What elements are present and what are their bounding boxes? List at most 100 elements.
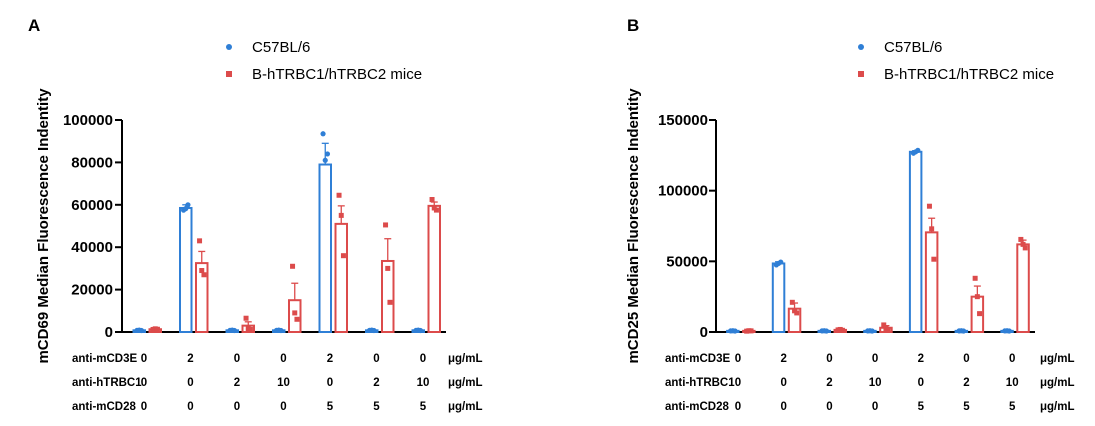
legend-a: C57BL/6 B-hTRBC1/hTRBC2 mice: [226, 39, 422, 83]
data-point: [387, 299, 393, 305]
condition-value: 5: [1009, 401, 1016, 413]
bar-htrbc: [288, 299, 302, 334]
data-point: [336, 192, 342, 198]
legend-label-htrbc-b: B-hTRBC1/hTRBC2 mice: [884, 66, 1054, 83]
condition-unit: μg/mL: [448, 353, 483, 365]
condition-value: 2: [826, 377, 832, 389]
bar-c57: [318, 163, 332, 333]
condition-value: 0: [780, 401, 786, 413]
y-axis-title-a: mCD69 Median Fluorescence Indentity: [35, 88, 52, 364]
data-point: [977, 311, 983, 317]
data-point: [732, 328, 738, 334]
data-point: [926, 203, 932, 209]
data-point: [340, 253, 346, 259]
data-point: [199, 268, 205, 274]
condition-value: 0: [826, 401, 832, 413]
condition-value: 2: [234, 377, 240, 389]
condition-value: 0: [187, 377, 193, 389]
legend-marker-c57-a: [226, 44, 232, 50]
data-point: [201, 272, 207, 278]
legend-label-c57-a: C57BL/6: [252, 39, 310, 56]
data-point: [138, 327, 145, 334]
condition-value: 10: [417, 377, 430, 389]
panel-letter-a: A: [28, 16, 40, 35]
condition-value: 0: [234, 353, 240, 365]
condition-row-label: anti-mCD28: [665, 401, 730, 413]
condition-value: 0: [1009, 353, 1015, 365]
condition-value: 2: [187, 353, 193, 365]
condition-value: 0: [280, 401, 286, 413]
condition-row-label: anti-hTRBC1: [665, 377, 735, 389]
data-point: [324, 151, 331, 157]
data-point: [383, 222, 389, 228]
panel-a: A C57BL/6 B-hTRBC1/hTRBC2 mice 020000400…: [28, 16, 483, 413]
panel-b: B C57BL/6 B-hTRBC1/hTRBC2 mice 050000100…: [625, 16, 1075, 413]
data-point: [385, 265, 391, 271]
legend-b: C57BL/6 B-hTRBC1/hTRBC2 mice: [858, 39, 1054, 83]
data-point: [320, 131, 326, 137]
condition-row-label: anti-mCD28: [72, 401, 137, 413]
data-point: [197, 238, 203, 244]
data-point: [429, 197, 435, 202]
condition-value: 2: [918, 353, 924, 365]
y-tick-label: 50000: [666, 253, 708, 270]
data-point: [294, 316, 300, 322]
bar-htrbc: [1016, 243, 1030, 333]
condition-value: 2: [327, 353, 333, 365]
data-point: [243, 315, 249, 321]
bar-htrbc: [924, 231, 939, 333]
condition-value: 5: [963, 401, 970, 413]
data-point: [1022, 245, 1028, 251]
data-point: [972, 275, 978, 281]
condition-unit: μg/mL: [1040, 377, 1075, 389]
panel-letter-b: B: [627, 16, 639, 35]
data-point: [292, 310, 298, 316]
y-tick-label: 40000: [71, 239, 113, 256]
data-point: [881, 322, 887, 328]
legend-marker-c57-b: [858, 44, 864, 50]
y-axis-title-b: mCD25 Median Fluorescence Indentity: [625, 88, 642, 364]
legend-marker-htrbc-a: [226, 71, 232, 77]
condition-unit: μg/mL: [448, 377, 483, 389]
condition-value: 10: [277, 377, 290, 389]
y-tick-label: 0: [700, 324, 708, 341]
data-point: [974, 294, 980, 300]
condition-value: 0: [373, 353, 379, 365]
data-point: [185, 202, 191, 208]
condition-value: 0: [141, 401, 147, 413]
data-point: [338, 212, 344, 218]
condition-value: 0: [963, 353, 969, 365]
data-point: [869, 328, 875, 334]
condition-row-label: anti-mCD3E: [72, 353, 138, 365]
y-tick-label: 60000: [71, 197, 113, 214]
y-tick-label: 0: [105, 324, 113, 341]
condition-value: 0: [141, 353, 147, 365]
bar-htrbc: [334, 222, 348, 334]
condition-value: 5: [373, 401, 380, 413]
y-tick-label: 80000: [71, 154, 113, 171]
data-point: [839, 327, 845, 333]
condition-unit: μg/mL: [1040, 401, 1075, 413]
data-point: [290, 263, 296, 269]
data-point: [823, 328, 830, 334]
data-point: [885, 327, 891, 333]
data-point: [322, 157, 328, 163]
condition-value: 5: [918, 401, 925, 413]
condition-value: 0: [826, 353, 832, 365]
data-point: [231, 327, 238, 334]
data-point: [417, 327, 424, 334]
data-point: [778, 259, 784, 265]
y-tick-label: 20000: [71, 282, 113, 299]
condition-value: 5: [327, 401, 334, 413]
y-tick-label: 150000: [658, 112, 708, 129]
legend-label-c57-b: C57BL/6: [884, 39, 942, 56]
data-point: [1006, 328, 1012, 334]
condition-value: 0: [234, 401, 240, 413]
condition-value: 0: [187, 401, 193, 413]
data-point: [915, 147, 921, 153]
condition-value: 0: [735, 353, 741, 365]
condition-value: 0: [420, 353, 426, 365]
condition-value: 2: [373, 377, 379, 389]
